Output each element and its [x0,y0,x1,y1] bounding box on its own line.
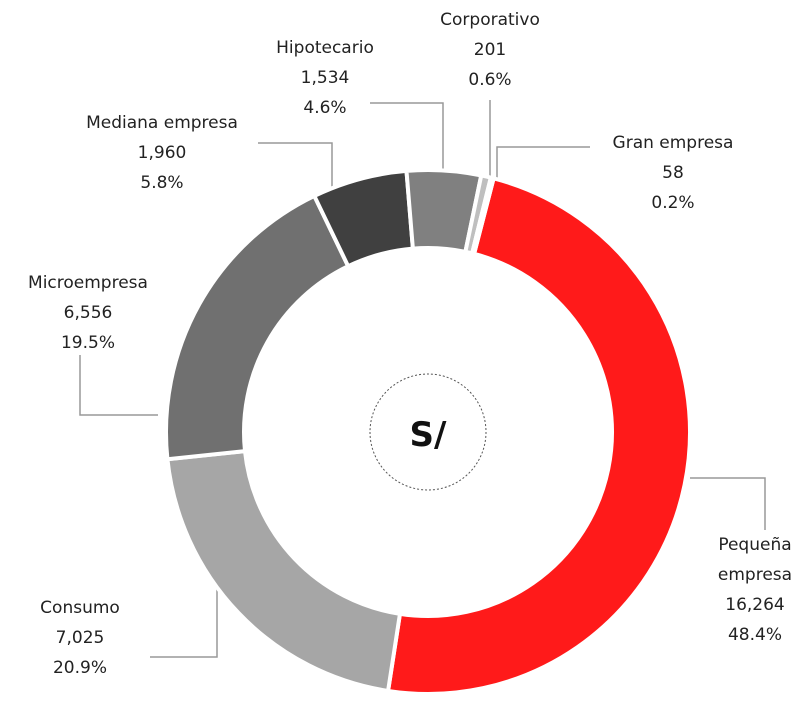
percentage-label: 0.2% [651,193,695,213]
value-label: 6,556 [63,303,113,323]
center-circle [369,373,487,491]
data-label: Microempresa 6,556 19.5% [0,268,198,358]
percentage-label: 4.6% [303,98,347,118]
data-label: Gran empresa 58 0.2% [563,128,783,218]
percentage-label: 19.5% [60,333,115,353]
value-label: 1,534 [300,68,350,88]
data-label: Corporativo 201 0.6% [380,5,600,95]
data-label: Pequeña empresa 16,264 48.4% [705,530,805,650]
donut-segment [385,175,693,697]
category-label: Corporativo [440,10,540,30]
value-label: 1,960 [137,143,187,163]
value-label: 16,264 [725,595,785,615]
center-label: S/ [410,415,447,455]
category-label: Microempresa [28,273,148,293]
leader-line [258,142,333,195]
leader-line [150,565,218,658]
value-label: 58 [662,163,684,183]
percentage-label: 20.9% [52,658,107,678]
value-label: 201 [473,40,507,60]
category-label: Pequeña empresa [717,535,793,585]
donut-segment [469,175,497,257]
donut-segment [165,448,403,694]
percentage-label: 0.6% [468,70,512,90]
leader-line [496,146,590,178]
data-label: Hipotecario 1,534 4.6% [215,33,435,123]
percentage-label: 5.8% [140,173,184,193]
leader-lines [79,100,766,658]
category-label: Gran empresa [612,133,734,153]
value-label: 7,025 [55,628,105,648]
category-label: Hipotecario [276,38,374,58]
leader-line [370,102,444,175]
data-label: Consumo 7,025 20.9% [0,593,190,683]
data-label: Mediana empresa 1,960 5.8% [52,108,272,198]
leader-line [690,477,766,530]
category-label: Consumo [40,598,120,618]
category-label: Mediana empresa [86,113,238,133]
leader-line [79,355,158,416]
percentage-label: 48.4% [727,625,782,645]
